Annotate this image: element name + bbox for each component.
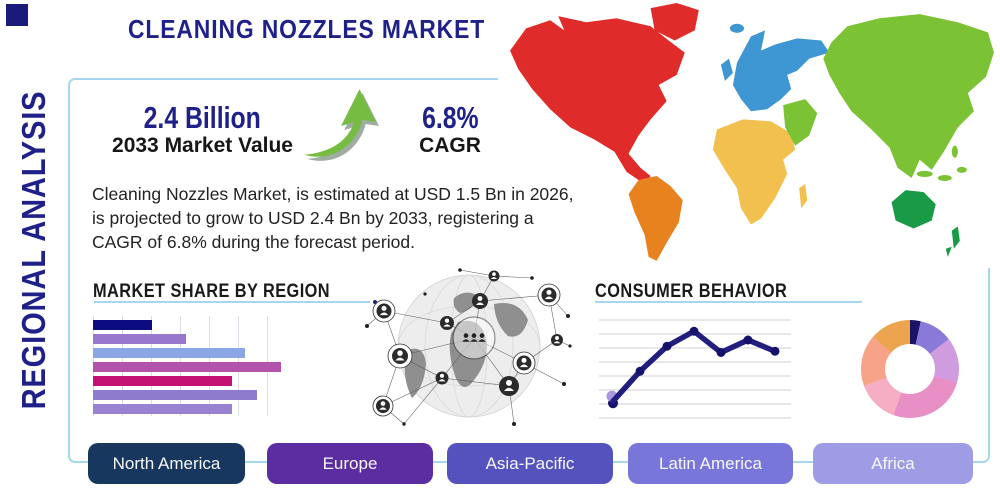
region-button-north-america[interactable]: North America [88, 443, 245, 484]
bar-region-7 [93, 404, 233, 414]
side-vertical-label: REGIONAL ANALYSIS [15, 90, 52, 410]
market-value-number: 2.4 Billion [143, 100, 262, 135]
continent-africa [712, 119, 808, 225]
bar-region-3 [93, 348, 245, 358]
market-share-title: MARKET SHARE BY REGION [93, 281, 331, 302]
world-map [498, 0, 1000, 268]
consumer-behavior-underline [595, 301, 862, 303]
bar-region-2 [93, 334, 186, 344]
decorative-dot [373, 300, 377, 304]
growth-arrow-icon [298, 83, 380, 165]
globe-dark-nodes [435, 270, 563, 396]
bar-region-4 [93, 362, 281, 372]
market-share-underline [94, 301, 370, 303]
cagr-caption: CAGR [419, 134, 481, 157]
bar-chart [93, 316, 295, 416]
market-value-stat: 2.4 Billion 2033 Market Value [95, 100, 310, 158]
consumer-behavior-title: CONSUMER BEHAVIOR [595, 281, 788, 302]
line-chart [599, 312, 794, 437]
cagr-stat: 6.8% CAGR [390, 100, 510, 158]
donut-hole [885, 344, 935, 394]
region-button-africa[interactable]: Africa [813, 443, 973, 484]
region-button-asia-pacific[interactable]: Asia-Pacific [447, 443, 613, 484]
continent-asia [783, 14, 994, 182]
line-chart-svg [599, 319, 791, 419]
globe-ring-nodes [372, 283, 561, 417]
globe-network-graphic [362, 266, 576, 434]
bar-region-5 [93, 376, 233, 386]
market-value-caption: 2033 Market Value [112, 134, 293, 157]
continent-europe [720, 23, 830, 112]
bar-region-6 [93, 390, 257, 400]
continent-australia [891, 190, 960, 257]
continent-south-america [628, 175, 683, 261]
cagr-number: 6.8% [421, 100, 479, 135]
logo-mark [6, 4, 28, 26]
donut-chart [861, 320, 959, 418]
region-button-latin-america[interactable]: Latin America [628, 443, 793, 484]
market-description: Cleaning Nozzles Market, is estimated at… [92, 184, 574, 252]
page-title: CLEANING NOZZLES MARKET [128, 14, 486, 44]
continent-north-america [510, 3, 699, 185]
bar-region-1 [93, 320, 152, 330]
world-map-svg [510, 3, 994, 261]
region-button-europe[interactable]: Europe [267, 443, 433, 484]
